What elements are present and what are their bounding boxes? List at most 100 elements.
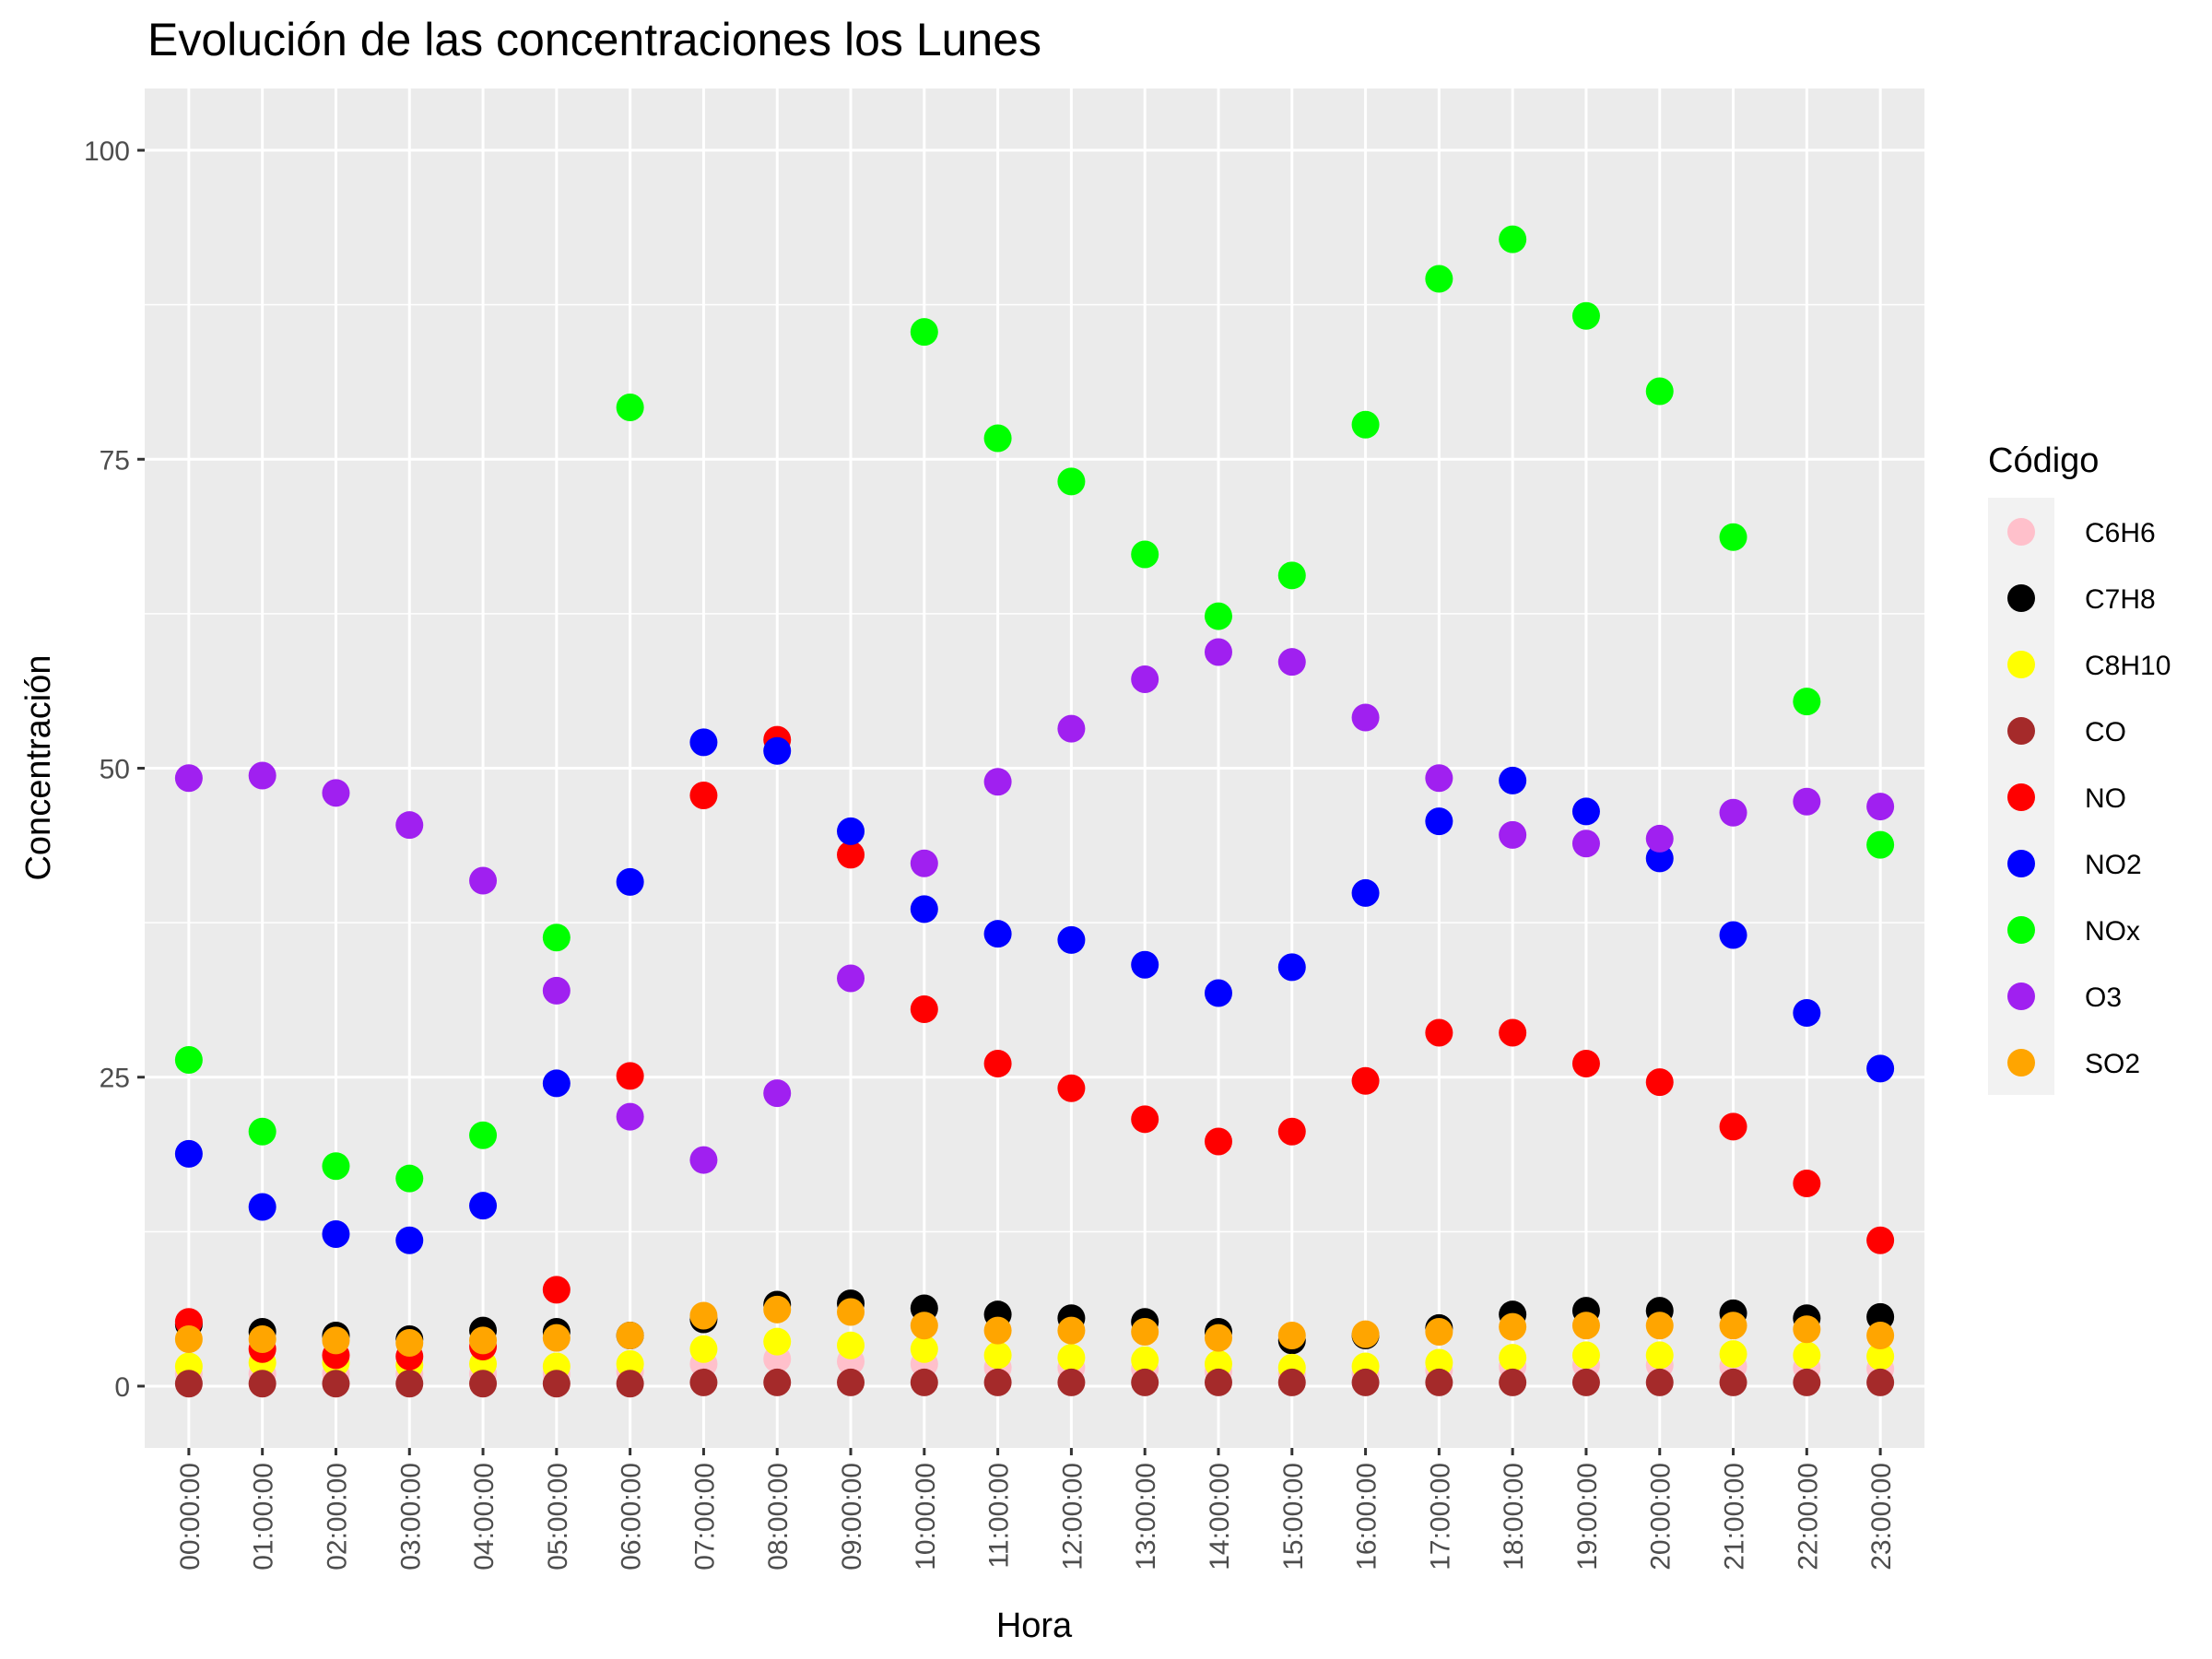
point-no bbox=[1277, 1117, 1306, 1146]
point-so2 bbox=[1277, 1321, 1306, 1349]
point-so2 bbox=[1866, 1321, 1895, 1349]
point-no2 bbox=[1793, 999, 1821, 1027]
point-so2 bbox=[1571, 1312, 1600, 1340]
x-tick-label: 15:00:00 bbox=[1278, 1463, 1309, 1571]
grid-minor bbox=[145, 303, 1924, 1233]
point-nox bbox=[248, 1117, 276, 1146]
legend-key-so2 bbox=[2007, 1049, 2035, 1077]
point-c8h10 bbox=[1057, 1344, 1086, 1372]
x-axis-label: Hora bbox=[996, 1606, 1073, 1645]
point-no bbox=[542, 1276, 571, 1304]
point-nox bbox=[616, 393, 644, 421]
point-o3 bbox=[1204, 638, 1232, 666]
point-nox bbox=[1057, 467, 1086, 496]
point-o3 bbox=[1057, 714, 1086, 743]
point-nox bbox=[469, 1121, 498, 1149]
point-no2 bbox=[395, 1226, 424, 1254]
x-tick-label: 12:00:00 bbox=[1057, 1463, 1088, 1571]
point-so2 bbox=[1351, 1320, 1380, 1348]
point-c8h10 bbox=[1571, 1341, 1600, 1370]
point-no bbox=[1793, 1170, 1821, 1198]
x-tick-label: 19:00:00 bbox=[1572, 1463, 1603, 1571]
x-tick-label: 00:00:00 bbox=[175, 1463, 206, 1571]
point-co bbox=[616, 1370, 644, 1398]
point-co bbox=[1571, 1368, 1600, 1396]
y-tick-label: 0 bbox=[114, 1372, 130, 1403]
legend-label-nox: NOx bbox=[2085, 916, 2140, 947]
point-o3 bbox=[910, 849, 938, 877]
point-no2 bbox=[837, 817, 865, 845]
legend-key-c8h10 bbox=[2007, 651, 2035, 678]
point-co bbox=[763, 1368, 792, 1396]
chart-title: Evolución de las concentraciones los Lun… bbox=[147, 14, 1042, 65]
point-co bbox=[174, 1370, 203, 1398]
point-no2 bbox=[174, 1139, 203, 1168]
point-nox bbox=[1719, 523, 1747, 551]
point-so2 bbox=[616, 1321, 644, 1349]
point-co bbox=[1719, 1368, 1747, 1396]
x-tick-label: 04:00:00 bbox=[469, 1463, 500, 1571]
point-co bbox=[469, 1370, 498, 1398]
x-axis: 00:00:00 01:00:00 02:00:00 03:00:00 04:00:00… bbox=[175, 1448, 1897, 1571]
point-nox bbox=[1645, 377, 1674, 406]
point-c8h10 bbox=[689, 1335, 718, 1363]
point-co bbox=[1131, 1368, 1159, 1396]
legend: Código C6H6 C7H8 C8H10 CO NO NO2 NOx O3 SO2 bbox=[1988, 441, 2171, 1095]
point-o3 bbox=[1499, 820, 1527, 849]
x-tick-label: 10:00:00 bbox=[911, 1463, 941, 1571]
point-o3 bbox=[469, 866, 498, 895]
data-points bbox=[174, 225, 1895, 1398]
point-so2 bbox=[1425, 1317, 1453, 1346]
point-o3 bbox=[174, 764, 203, 793]
point-so2 bbox=[837, 1298, 865, 1326]
legend-label-no: NO bbox=[2085, 783, 2126, 814]
legend-key-c7h8 bbox=[2007, 584, 2035, 612]
point-so2 bbox=[1719, 1312, 1747, 1340]
point-co bbox=[1351, 1368, 1380, 1396]
x-tick-label: 07:00:00 bbox=[689, 1463, 720, 1571]
y-tick-label: 25 bbox=[100, 1064, 130, 1094]
x-tick-label: 13:00:00 bbox=[1131, 1463, 1161, 1571]
point-co bbox=[1793, 1368, 1821, 1396]
point-no2 bbox=[616, 867, 644, 896]
point-no2 bbox=[1057, 925, 1086, 954]
x-tick-label: 06:00:00 bbox=[617, 1463, 647, 1571]
point-o3 bbox=[1719, 798, 1747, 827]
point-so2 bbox=[1057, 1316, 1086, 1345]
y-tick-label: 100 bbox=[84, 136, 130, 167]
point-co bbox=[910, 1368, 938, 1396]
point-nox bbox=[910, 318, 938, 347]
x-tick-label: 11:00:00 bbox=[984, 1463, 1015, 1569]
point-no2 bbox=[1425, 807, 1453, 836]
y-tick-label: 75 bbox=[100, 445, 130, 476]
point-o3 bbox=[1645, 824, 1674, 853]
point-no bbox=[616, 1062, 644, 1090]
point-o3 bbox=[1866, 793, 1895, 821]
legend-label-no2: NO2 bbox=[2085, 850, 2142, 880]
point-so2 bbox=[395, 1329, 424, 1358]
point-so2 bbox=[1131, 1317, 1159, 1346]
point-co bbox=[395, 1370, 424, 1398]
point-c8h10 bbox=[1793, 1341, 1821, 1370]
point-nox bbox=[1866, 830, 1895, 859]
point-no bbox=[1571, 1049, 1600, 1077]
legend-key-c6h6 bbox=[2007, 518, 2035, 546]
point-o3 bbox=[1793, 787, 1821, 816]
point-o3 bbox=[616, 1102, 644, 1131]
point-so2 bbox=[174, 1325, 203, 1353]
x-tick-label: 20:00:00 bbox=[1646, 1463, 1677, 1571]
point-c8h10 bbox=[1499, 1344, 1527, 1372]
point-o3 bbox=[837, 964, 865, 993]
legend-key-co bbox=[2007, 717, 2035, 745]
point-so2 bbox=[469, 1326, 498, 1355]
point-co bbox=[1425, 1368, 1453, 1396]
grid-major bbox=[145, 88, 1924, 1448]
point-so2 bbox=[1793, 1315, 1821, 1344]
point-nox bbox=[322, 1152, 350, 1181]
point-no2 bbox=[469, 1192, 498, 1220]
point-o3 bbox=[1571, 830, 1600, 858]
point-co bbox=[322, 1370, 350, 1398]
point-o3 bbox=[322, 779, 350, 807]
